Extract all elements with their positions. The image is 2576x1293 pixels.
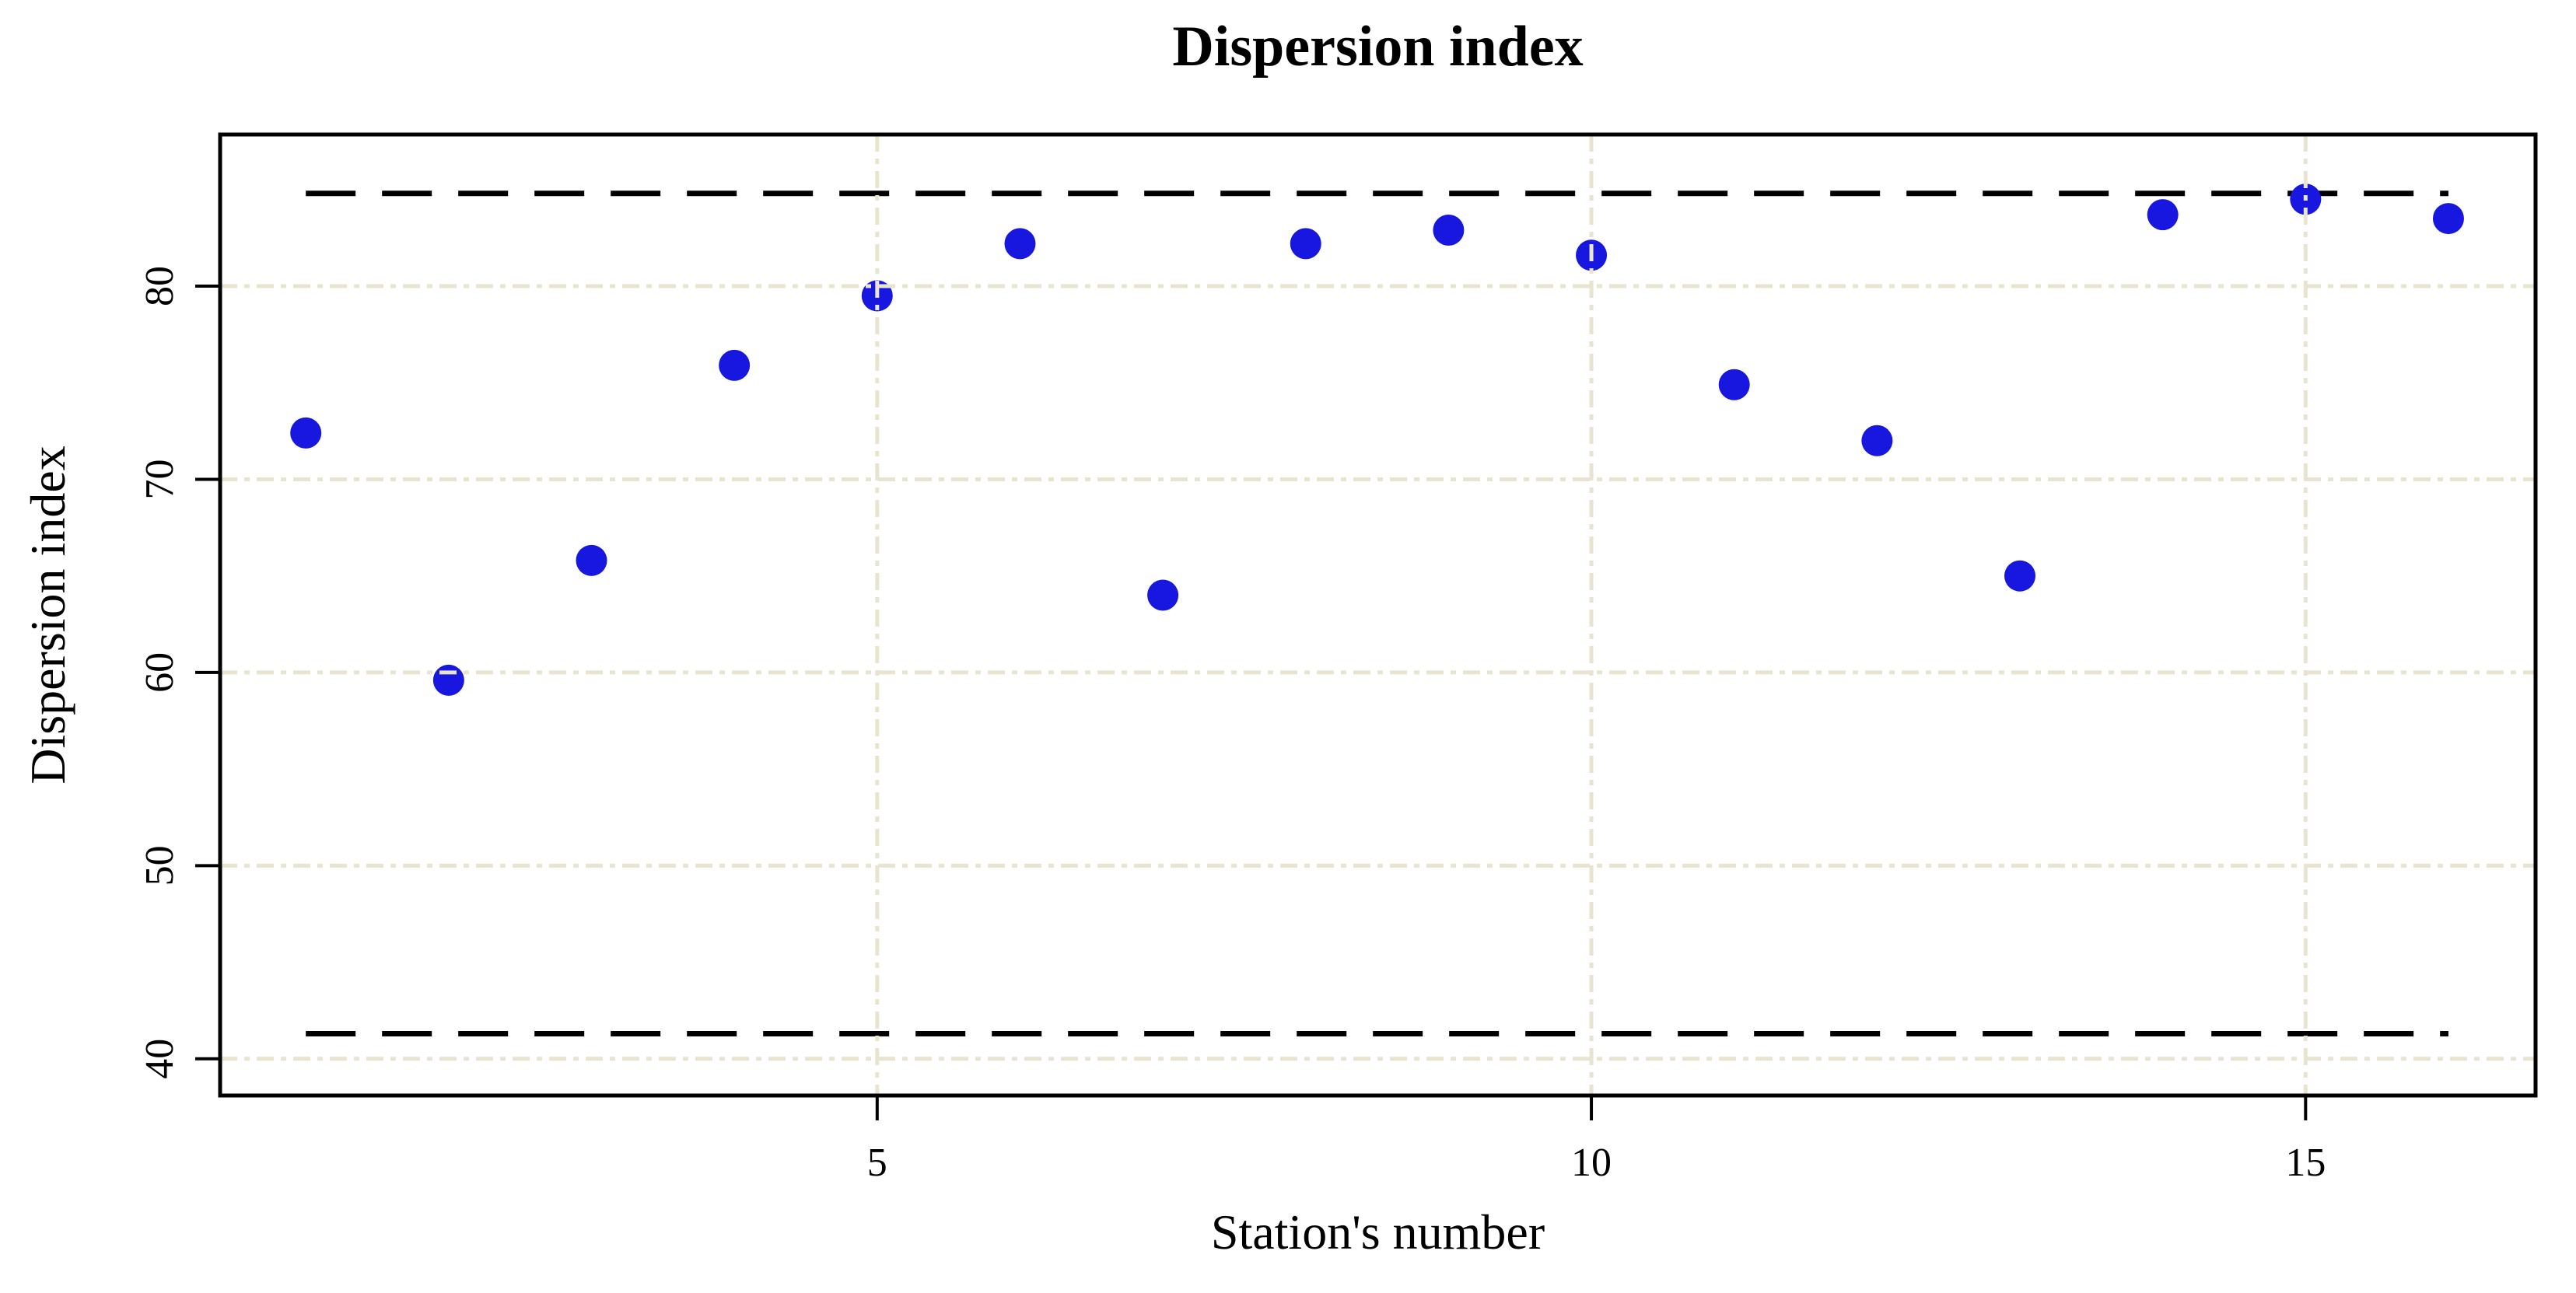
- data-point: [719, 349, 751, 381]
- chart-title: Dispersion index: [1172, 15, 1584, 79]
- data-point: [1290, 228, 1321, 260]
- y-axis-title: Dispersion index: [20, 446, 75, 785]
- data-point: [2004, 560, 2036, 592]
- y-tick-label: 60: [138, 652, 182, 693]
- data-point: [1861, 425, 1893, 456]
- x-tick-label: 15: [2285, 1141, 2326, 1185]
- data-point: [1433, 214, 1465, 246]
- data-point: [2432, 203, 2464, 235]
- data-point: [576, 544, 607, 576]
- x-axis-title: Station's number: [1210, 1204, 1545, 1260]
- data-point: [432, 664, 464, 696]
- data-point: [290, 417, 322, 449]
- y-tick-label: 80: [138, 266, 182, 306]
- data-point: [2147, 199, 2179, 231]
- data-point: [1004, 228, 1036, 260]
- x-tick-label: 5: [867, 1141, 887, 1185]
- y-tick-label: 70: [138, 459, 182, 499]
- plot-border: [218, 132, 2538, 1098]
- data-point: [1147, 579, 1179, 611]
- y-tick-label: 50: [138, 845, 182, 886]
- y-tick-label: 40: [138, 1039, 182, 1079]
- x-tick-label: 10: [1571, 1141, 1612, 1185]
- data-point: [1718, 369, 1750, 400]
